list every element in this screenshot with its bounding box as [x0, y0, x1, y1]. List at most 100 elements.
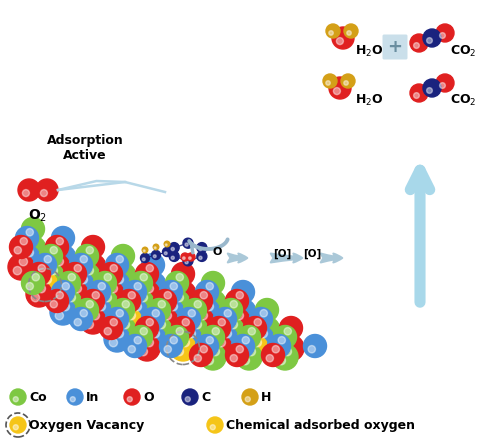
Circle shape [235, 312, 243, 320]
Circle shape [435, 24, 453, 42]
Circle shape [426, 88, 431, 93]
Circle shape [81, 235, 104, 259]
Circle shape [145, 285, 153, 293]
Circle shape [110, 317, 136, 343]
Circle shape [92, 292, 99, 299]
Circle shape [409, 84, 427, 102]
Circle shape [123, 281, 146, 304]
Text: O: O [143, 391, 153, 403]
Circle shape [115, 275, 123, 284]
Circle shape [164, 241, 169, 247]
Circle shape [322, 74, 336, 88]
Circle shape [328, 31, 333, 35]
Circle shape [175, 293, 183, 302]
Circle shape [128, 290, 154, 316]
Circle shape [158, 301, 165, 308]
Circle shape [253, 338, 261, 347]
Circle shape [195, 334, 218, 357]
Circle shape [85, 267, 93, 275]
Circle shape [249, 308, 272, 330]
Circle shape [219, 298, 242, 322]
Circle shape [182, 317, 208, 343]
Circle shape [55, 257, 63, 266]
Circle shape [40, 190, 47, 197]
Circle shape [86, 299, 112, 325]
Circle shape [51, 281, 75, 304]
Circle shape [182, 238, 193, 248]
Circle shape [32, 272, 58, 298]
Circle shape [217, 317, 243, 343]
Circle shape [346, 31, 350, 35]
Circle shape [422, 29, 440, 47]
Circle shape [127, 397, 132, 402]
Circle shape [206, 335, 231, 361]
Circle shape [245, 397, 250, 402]
Circle shape [106, 253, 128, 276]
Circle shape [109, 338, 117, 347]
Circle shape [56, 290, 82, 316]
Circle shape [157, 320, 165, 329]
Circle shape [123, 334, 146, 357]
Circle shape [140, 274, 147, 281]
Circle shape [340, 74, 354, 88]
Circle shape [439, 33, 444, 38]
Circle shape [435, 74, 453, 92]
Circle shape [182, 257, 185, 260]
Circle shape [91, 312, 99, 320]
Circle shape [14, 246, 21, 254]
Circle shape [241, 356, 249, 365]
Circle shape [26, 282, 33, 290]
Circle shape [13, 267, 21, 275]
Circle shape [343, 81, 348, 85]
Circle shape [32, 274, 39, 281]
Circle shape [129, 271, 152, 294]
Circle shape [236, 344, 261, 370]
Circle shape [99, 316, 122, 340]
Circle shape [80, 256, 87, 263]
Circle shape [199, 344, 226, 370]
Circle shape [73, 285, 81, 293]
Circle shape [127, 312, 135, 320]
Circle shape [164, 345, 171, 353]
Circle shape [104, 274, 111, 281]
Circle shape [212, 327, 219, 335]
Circle shape [51, 227, 75, 249]
Circle shape [74, 319, 81, 326]
Circle shape [169, 251, 179, 261]
Circle shape [159, 281, 182, 304]
Circle shape [158, 299, 183, 325]
Circle shape [187, 330, 195, 338]
Circle shape [20, 238, 28, 245]
Text: Chemical adsorbed oxygen: Chemical adsorbed oxygen [226, 418, 414, 432]
Circle shape [44, 256, 51, 263]
Circle shape [328, 77, 350, 99]
Text: Co: Co [29, 391, 46, 403]
Circle shape [185, 397, 190, 402]
Circle shape [69, 253, 92, 276]
Circle shape [332, 27, 353, 49]
Text: +: + [387, 38, 402, 56]
Circle shape [277, 356, 285, 365]
Circle shape [140, 326, 166, 352]
Circle shape [44, 254, 70, 280]
Circle shape [165, 326, 188, 348]
Circle shape [231, 334, 254, 357]
Circle shape [15, 227, 38, 249]
Circle shape [8, 254, 34, 280]
Text: H$_2$O: H$_2$O [354, 44, 383, 59]
Circle shape [62, 281, 88, 307]
Circle shape [26, 281, 52, 307]
Circle shape [63, 263, 86, 286]
Circle shape [247, 326, 273, 352]
Circle shape [141, 253, 164, 276]
Circle shape [58, 271, 80, 294]
Circle shape [49, 267, 58, 275]
Circle shape [67, 293, 76, 302]
Circle shape [134, 282, 141, 290]
Circle shape [111, 298, 134, 322]
Circle shape [10, 235, 32, 259]
Circle shape [164, 290, 190, 316]
Text: H: H [260, 391, 271, 403]
Circle shape [145, 338, 153, 347]
Circle shape [170, 335, 196, 361]
